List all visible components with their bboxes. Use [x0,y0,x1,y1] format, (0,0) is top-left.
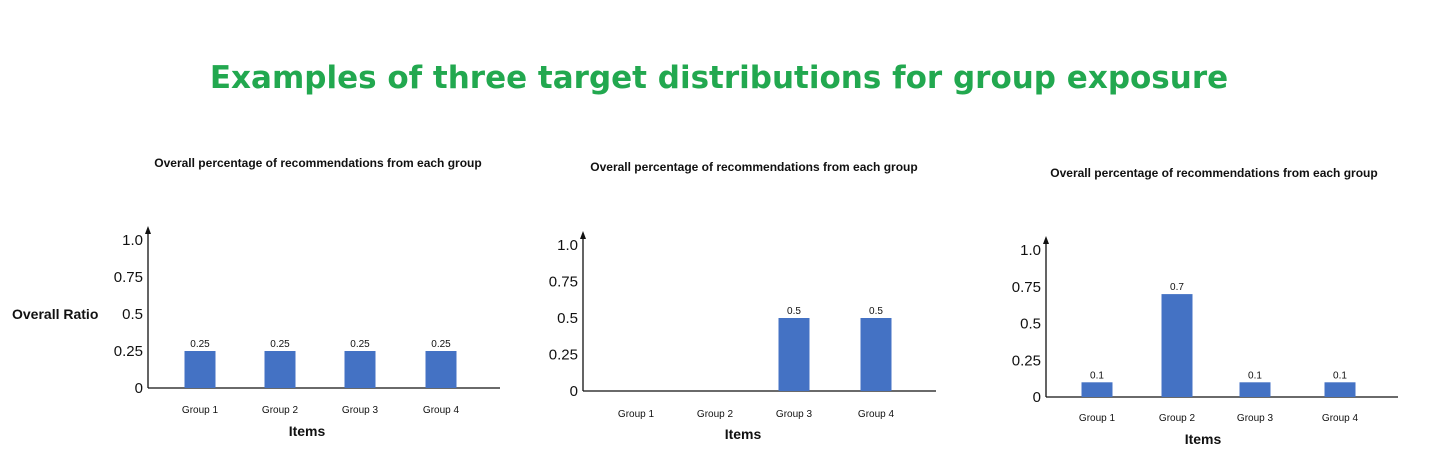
chart-1-category-label: Group 4 [423,405,460,416]
chart-1-y-tick-label: 0.25 [114,343,143,360]
chart-3-data-label: 0.1 [1248,370,1262,381]
chart-3-data-label: 0.1 [1333,370,1347,381]
chart-3-bar [1324,382,1356,397]
chart-3-x-axis-title: Items [1185,431,1222,447]
page-title: Examples of three target distributions f… [209,60,1229,96]
chart-3-data-label: 0.7 [1170,282,1184,293]
chart-1-title: Overall percentage of recommendations fr… [154,156,481,170]
chart-1-data-label: 0.25 [270,339,290,350]
chart-3-y-tick-label: 0.25 [1012,352,1041,369]
chart-1-category-label: Group 1 [182,405,219,416]
chart-1-y-tick-label: 1.0 [122,232,143,249]
chart-2-title: Overall percentage of recommendations fr… [590,160,917,174]
chart-1-x-axis-title: Items [289,423,326,439]
chart-3-y-tick-label: 0.5 [1020,316,1041,333]
chart-2-category-label: Group 2 [697,409,734,420]
chart-3-bar [1081,382,1113,397]
chart-3-y-axis-arrow [1043,236,1049,244]
chart-2-bar [860,318,892,391]
chart-3-bar [1161,294,1193,397]
chart-1-y-axis-title: Overall Ratio [12,306,98,322]
chart-2-category-label: Group 3 [776,409,813,420]
chart-3-category-label: Group 1 [1079,413,1116,424]
chart-1-y-axis-arrow [145,226,151,234]
chart-1-data-label: 0.25 [350,339,370,350]
chart-2-data-label: 0.5 [787,306,801,317]
chart-3-category-label: Group 3 [1237,413,1274,424]
chart-3-y-tick-label: 0 [1033,389,1041,406]
chart-1-y-tick-label: 0 [135,380,143,397]
chart-3-y-tick-label: 0.75 [1012,279,1041,296]
chart-2-y-axis-arrow [580,231,586,239]
chart-3-title: Overall percentage of recommendations fr… [1050,166,1377,180]
chart-2-y-tick-label: 0.75 [549,274,578,291]
chart-1-y-tick-label: 0.5 [122,306,143,323]
chart-3-category-label: Group 2 [1159,413,1196,424]
chart-3-bar [1239,382,1271,397]
chart-3-category-label: Group 4 [1322,413,1359,424]
chart-1-bar [425,351,457,388]
chart-2-category-label: Group 1 [618,409,655,420]
chart-2-y-tick-label: 0.5 [557,310,578,327]
chart-2-category-label: Group 4 [858,409,895,420]
chart-2-y-tick-label: 0 [570,383,578,400]
chart-1-category-label: Group 3 [342,405,379,416]
chart-1-bar [184,351,216,388]
chart-2-y-tick-label: 0.25 [549,347,578,364]
chart-2-x-axis-title: Items [725,426,762,442]
chart-1-category-label: Group 2 [262,405,299,416]
chart-1-data-label: 0.25 [431,339,451,350]
chart-2-y-tick-label: 1.0 [557,237,578,254]
chart-2-bar [778,318,810,391]
chart-2-data-label: 0.5 [869,306,883,317]
chart-3-y-tick-label: 1.0 [1020,242,1041,259]
chart-1-bar [344,351,376,388]
chart-3-data-label: 0.1 [1090,370,1104,381]
chart-1-bar [264,351,296,388]
chart-1-data-label: 0.25 [190,339,210,350]
chart-1-y-tick-label: 0.75 [114,269,143,286]
